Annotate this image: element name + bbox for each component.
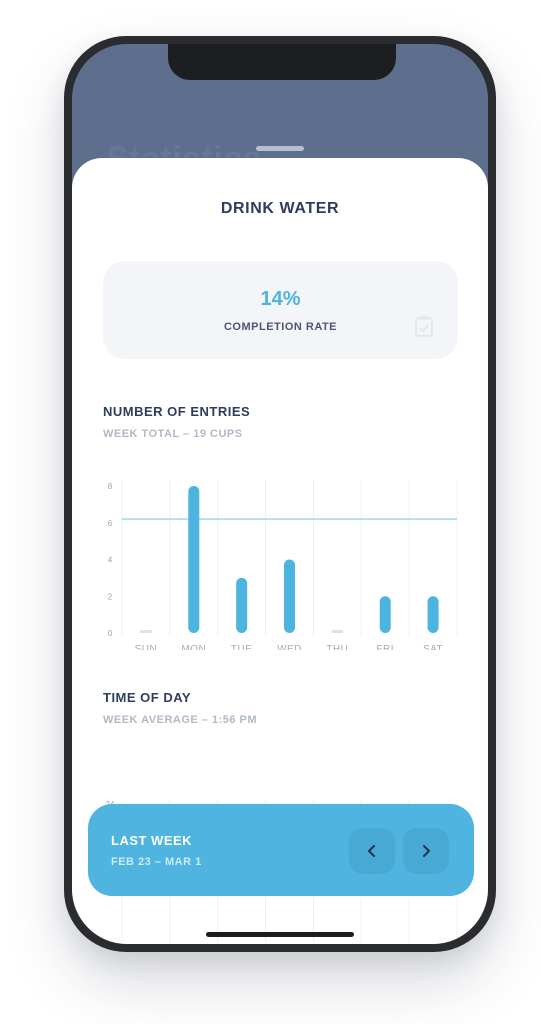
sheet-grabber[interactable] [256,146,304,151]
completion-card: 14% COMPLETION RATE [103,261,458,359]
y-tick-label: 2 [108,592,113,601]
time-of-day-title: TIME OF DAY [103,690,192,705]
time-of-day-subtitle: WEEK AVERAGE – 1:56 PM [103,714,258,726]
chevron-left-icon [368,845,375,857]
phone-screen: Statistics DRINK WATER 14% COMPLETION RA… [72,44,488,944]
phone-notch [168,44,396,80]
entries-subtitle: WEEK TOTAL – 19 CUPS [103,428,243,440]
y-tick-label: 6 [108,519,113,528]
x-tick-label: FRI [376,644,394,650]
bar [331,630,344,633]
x-tick-label: MON [181,644,206,650]
x-tick-label: THU [326,644,348,650]
chevron-right-icon [423,845,430,857]
bar [236,577,248,633]
completion-rate-value: 14% [260,288,301,310]
bar [427,596,439,633]
phone-frame: Statistics DRINK WATER 14% COMPLETION RA… [64,36,496,952]
bar [188,486,200,633]
clipboard-icon [415,316,433,337]
x-tick-label: SUN [135,644,158,650]
completion-rate-label: COMPLETION RATE [223,321,337,333]
x-tick-label: TUE [231,644,253,650]
next-week-button[interactable] [403,828,449,874]
week-selector: LAST WEEK FEB 23 – MAR 1 [88,804,474,896]
entries-bar-chart: 0 2 4 6 8 SUN MON TUE WED THU FRI SAT [108,480,458,650]
sheet-title: DRINK WATER [220,200,340,217]
bar [379,596,391,633]
bar [284,559,295,633]
previous-week-button[interactable] [349,828,395,874]
y-tick-label: 4 [108,556,113,565]
week-date-range: FEB 23 – MAR 1 [111,856,202,868]
x-tick-label: WED [277,644,302,650]
home-indicator[interactable] [206,932,354,937]
y-tick-label: 8 [108,482,113,491]
bar [139,630,152,633]
x-tick-label: SAT [423,644,443,650]
entries-title: NUMBER OF ENTRIES [103,404,251,419]
week-label: LAST WEEK [111,833,193,848]
y-tick-label: 0 [108,629,113,638]
